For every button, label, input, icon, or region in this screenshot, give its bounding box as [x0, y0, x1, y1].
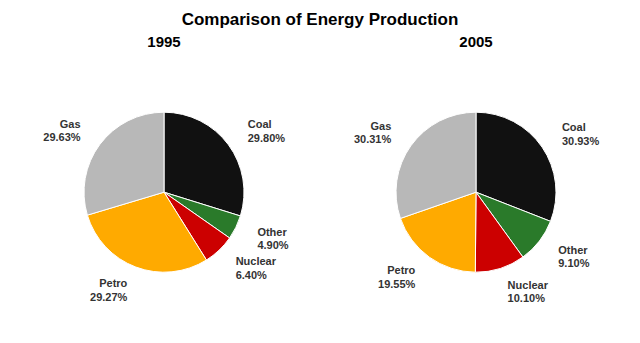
- svg-text:Nuclear6.40%: Nuclear6.40%: [236, 255, 277, 280]
- svg-text:Petro19.55%: Petro19.55%: [378, 264, 416, 289]
- svg-text:Nuclear10.10%: Nuclear10.10%: [508, 279, 549, 304]
- svg-text:Other9.10%: Other9.10%: [558, 244, 589, 269]
- svg-text:Gas30.31%: Gas30.31%: [354, 120, 392, 145]
- html-text:2005: 2005: [459, 33, 493, 50]
- html-text:Comparison of Energy Productio: Comparison of Energy Production: [181, 10, 459, 29]
- svg-text:Petro29.27%: Petro29.27%: [90, 277, 128, 302]
- svg-text:Coal29.80%: Coal29.80%: [248, 118, 286, 143]
- html-text:1995: 1995: [147, 33, 181, 50]
- svg-text:Gas29.63%: Gas29.63%: [43, 118, 81, 143]
- svg-text:Other4.90%: Other4.90%: [257, 226, 288, 251]
- svg-text:Coal30.93%: Coal30.93%: [562, 121, 600, 146]
